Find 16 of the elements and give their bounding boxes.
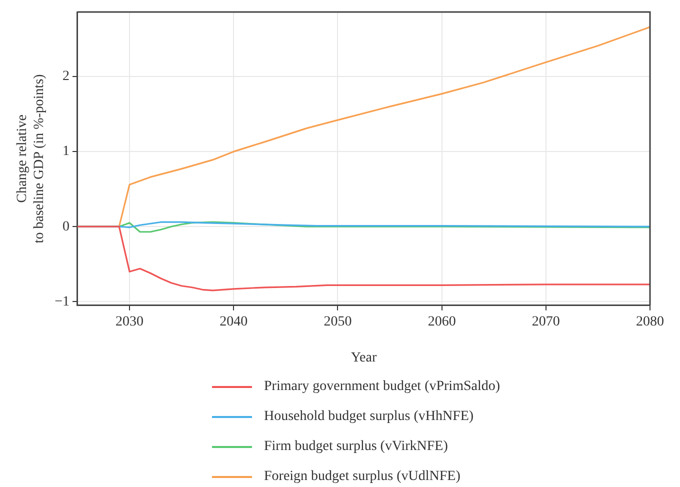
y-tick-label: −1 <box>54 294 70 310</box>
y-tick-label: 0 <box>62 219 70 234</box>
x-tick-label: 2030 <box>116 314 144 330</box>
legend-label: Primary government budget (vPrimSaldo) <box>264 379 500 395</box>
x-axis-title: Year <box>350 350 377 366</box>
y-tick-label: 2 <box>62 69 70 84</box>
legend-label: Household budget surplus (vHhNFE) <box>264 409 474 425</box>
y-axis-title: Change relative to baseline GDP (in %-points) <box>15 74 47 244</box>
x-tick-label: 2070 <box>532 314 560 330</box>
legend-label: Foreign budget surplus (vUdlNFE) <box>264 469 460 485</box>
x-tick-label: 2040 <box>220 314 248 330</box>
x-tick-label: 2060 <box>428 314 456 330</box>
x-tick-label: 2050 <box>324 314 352 330</box>
x-tick-label: 2080 <box>636 314 664 330</box>
legend-label: Firm budget surplus (vVirkNFE) <box>264 439 448 455</box>
y-tick-label: 1 <box>62 144 70 160</box>
